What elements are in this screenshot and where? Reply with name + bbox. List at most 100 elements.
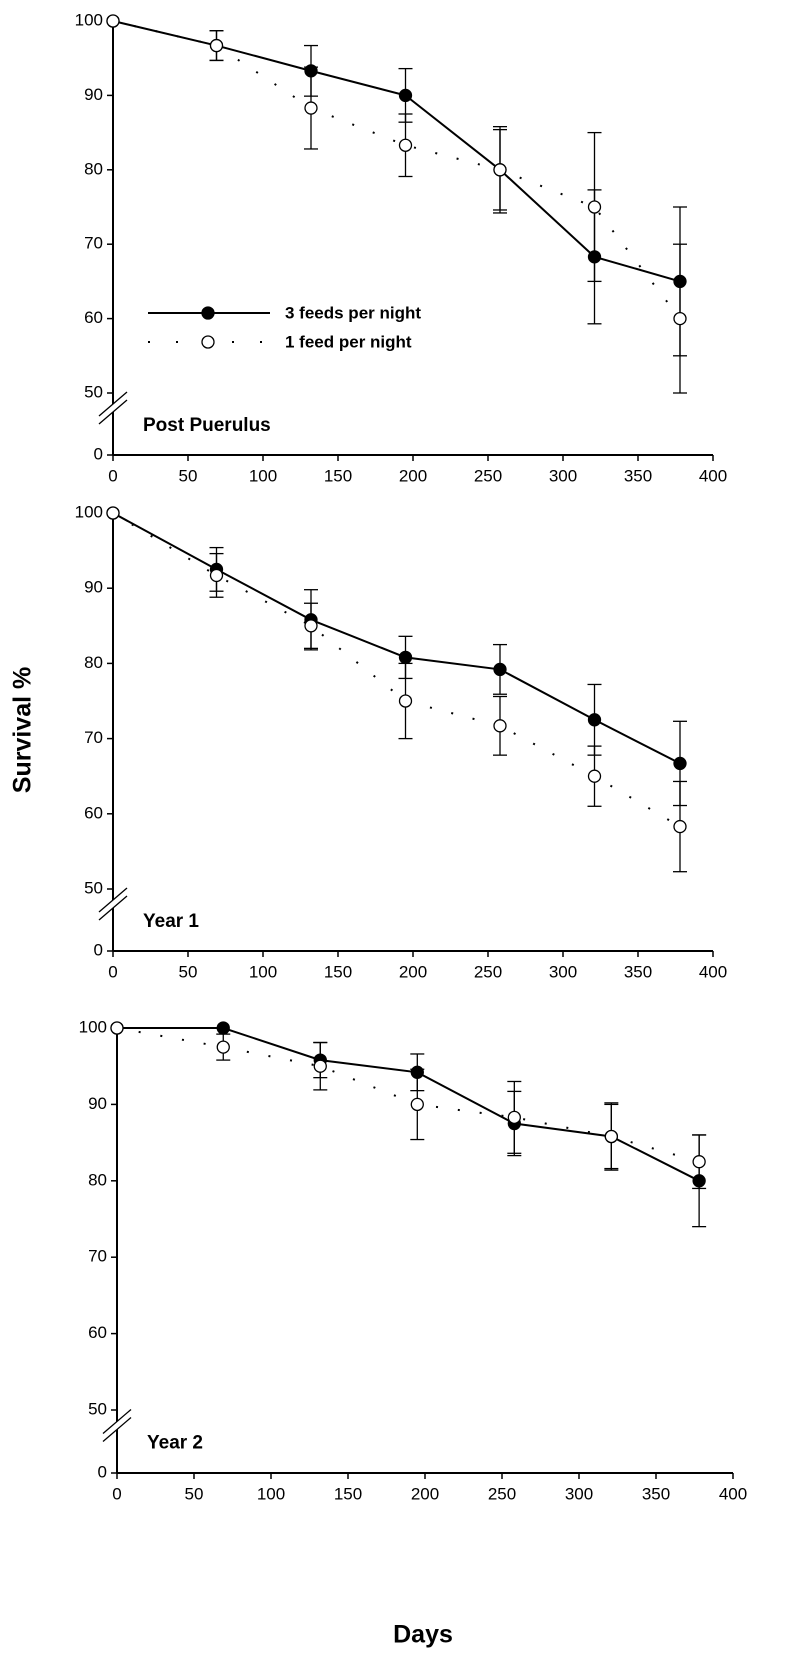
data-point: [673, 274, 687, 289]
data-point: [587, 769, 602, 783]
x-tick-label: 350: [642, 1484, 670, 1503]
data-point: [604, 1129, 618, 1144]
x-tick-label: 100: [257, 1484, 285, 1503]
y-tick-label: 100: [75, 502, 103, 521]
x-tick-label: 250: [474, 466, 502, 485]
data-point: [410, 1097, 424, 1112]
x-tick-label: 50: [179, 466, 198, 485]
x-axis-label: Days: [393, 1621, 453, 1649]
axis-break-gap: [110, 900, 116, 908]
x-tick-label: 300: [565, 1484, 593, 1503]
x-tick-label: 350: [624, 466, 652, 485]
data-point: [398, 650, 413, 665]
y-tick-label: 80: [88, 1170, 107, 1189]
data-point: [692, 1155, 706, 1169]
data-point: [110, 1021, 124, 1035]
data-point: [587, 200, 602, 214]
x-tick-label: 0: [112, 1484, 121, 1503]
data-point: [692, 1174, 706, 1188]
y-tick-label: 60: [88, 1323, 107, 1342]
data-point: [304, 619, 318, 633]
data-point: [587, 713, 602, 727]
x-tick-label: 0: [108, 962, 117, 981]
x-tick-label: 400: [699, 466, 727, 485]
data-point: [493, 163, 507, 177]
y-tick-label: 80: [84, 653, 103, 672]
panel-annotation: Post Puerulus: [143, 415, 271, 436]
data-point: [398, 138, 413, 152]
data-point: [398, 88, 413, 103]
x-tick-label: 150: [324, 466, 352, 485]
x-tick-label: 200: [399, 466, 427, 485]
y-tick-label: 0: [94, 444, 103, 463]
x-tick-label: 250: [474, 962, 502, 981]
y-tick-label: 90: [84, 85, 103, 104]
data-point: [673, 756, 687, 771]
axis-break-gap: [110, 404, 116, 412]
x-tick-label: 300: [549, 962, 577, 981]
data-point: [493, 719, 507, 733]
data-point: [507, 1110, 521, 1125]
axis-break: [98, 895, 128, 921]
data-point: [209, 38, 224, 53]
x-tick-label: 400: [699, 962, 727, 981]
data-point: [216, 1021, 230, 1035]
legend-label: 1 feed per night: [285, 332, 412, 351]
legend-marker: [201, 306, 215, 320]
y-tick-label: 50: [88, 1399, 107, 1418]
y-tick-label: 90: [88, 1094, 107, 1113]
y-tick-label: 70: [84, 728, 103, 747]
x-tick-label: 100: [249, 466, 277, 485]
axis-break: [98, 391, 128, 417]
y-tick-label: 80: [84, 159, 103, 178]
x-tick-label: 50: [179, 962, 198, 981]
data-point: [673, 311, 687, 326]
data-point: [304, 64, 318, 78]
axis-break: [98, 887, 128, 913]
panel-annotation: Year 2: [147, 1433, 203, 1454]
axis-break-gap: [114, 1421, 120, 1430]
panel-annotation: Year 1: [143, 911, 199, 932]
legend-marker: [201, 335, 215, 349]
y-tick-label: 50: [84, 878, 103, 897]
y-tick-label: 0: [94, 940, 103, 959]
y-tick-label: 70: [88, 1247, 107, 1266]
x-tick-label: 250: [488, 1484, 516, 1503]
data-point: [493, 662, 507, 677]
x-tick-label: 150: [324, 962, 352, 981]
legend-label: 3 feeds per night: [285, 303, 421, 322]
axis-break: [98, 399, 128, 425]
data-point: [209, 568, 224, 583]
data-point: [313, 1059, 327, 1073]
y-axis-label: Survival %: [9, 667, 37, 793]
data-point: [398, 694, 413, 708]
x-tick-label: 50: [185, 1484, 204, 1503]
y-tick-label: 100: [75, 10, 103, 29]
axis-break: [102, 1409, 132, 1434]
y-tick-label: 60: [84, 803, 103, 822]
x-tick-label: 200: [411, 1484, 439, 1503]
y-tick-label: 60: [84, 308, 103, 327]
data-point: [410, 1065, 424, 1079]
axis-break: [102, 1417, 132, 1442]
x-tick-label: 350: [624, 962, 652, 981]
data-point: [304, 101, 318, 115]
y-tick-label: 50: [84, 382, 103, 401]
y-tick-label: 90: [84, 578, 103, 597]
x-tick-label: 0: [108, 466, 117, 485]
data-point: [106, 506, 120, 520]
x-tick-label: 300: [549, 466, 577, 485]
data-point: [216, 1040, 230, 1054]
y-tick-label: 100: [79, 1017, 107, 1036]
y-tick-label: 0: [98, 1462, 107, 1481]
x-tick-label: 400: [719, 1484, 747, 1503]
y-tick-label: 70: [84, 234, 103, 253]
data-point: [587, 250, 602, 264]
x-tick-label: 200: [399, 962, 427, 981]
data-point: [106, 14, 120, 28]
x-tick-label: 100: [249, 962, 277, 981]
data-point: [673, 819, 687, 834]
x-tick-label: 150: [334, 1484, 362, 1503]
